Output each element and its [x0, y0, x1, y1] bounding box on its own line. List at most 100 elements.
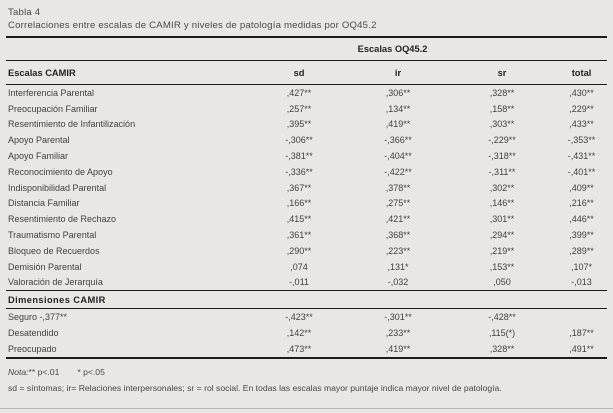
table-row: Bloqueo de Recuerdos ,290** ,223** ,219*…: [6, 243, 607, 259]
section-header-dimensiones-camir: Dimensiones CAMIR: [6, 290, 608, 310]
cell-sr: -,428**: [488, 312, 516, 323]
cell-ir: ,419**: [348, 340, 448, 359]
table-row: Apoyo Familiar -,381** -,404** -,318** -…: [6, 148, 607, 164]
row-label: Preocupado: [6, 340, 250, 359]
table-number: Tabla 4: [8, 7, 41, 18]
bottom-rule-divider: [0, 408, 613, 409]
row-label: Resentimiento de Infantilización: [8, 119, 136, 130]
cell-total: ,446**: [569, 214, 594, 225]
cell-sr: -,311**: [488, 166, 516, 177]
cell-ir: ,368**: [385, 230, 411, 241]
cell-ir: -,032: [387, 277, 409, 288]
cell-sd: ,473**: [250, 340, 348, 359]
table-row: Distancia Familiar ,166** ,275** ,146** …: [6, 196, 607, 212]
cell-total: ,399**: [569, 230, 594, 241]
table-row: Preocupado ,473** ,419** ,328** ,491**: [6, 340, 608, 359]
table-row: Desatendido ,142** ,233** ,115(*) ,187**: [6, 325, 607, 341]
column-header-sd: sd: [250, 60, 348, 85]
cell-total: ,289**: [569, 245, 594, 256]
cell-sd: ,367**: [286, 182, 312, 193]
cell-total: -,401**: [567, 166, 596, 177]
cell-ir: ,134**: [385, 103, 411, 114]
sig-level-1: ** p<.01: [28, 366, 60, 377]
cell-total: ,433**: [569, 119, 594, 130]
cell-ir: -,422**: [384, 166, 412, 177]
column-header-escalas-camir: Escalas CAMIR: [6, 60, 250, 85]
cell-sr: ,050: [493, 277, 511, 288]
cell-ir: -,404**: [384, 151, 412, 162]
table-row: Indisponibilidad Parental ,367** ,378** …: [6, 180, 607, 196]
cell-ir: -,366**: [384, 135, 412, 146]
cell-total: ,216**: [569, 198, 594, 209]
cell-sd: ,395**: [286, 119, 312, 130]
cell-sd: ,290**: [286, 245, 312, 256]
table-row: Resentimiento de Infantilización ,395** …: [6, 117, 607, 133]
cell-sd: ,361**: [286, 230, 312, 241]
cell-total: ,409**: [569, 182, 594, 193]
cell-sr: ,301**: [489, 214, 515, 225]
cell-ir: ,421**: [385, 214, 411, 225]
section-header-row: Dimensiones CAMIR: [6, 290, 608, 310]
cell-ir: ,233**: [385, 328, 411, 339]
span-header-spacer: [6, 36, 250, 61]
cell-total: -,431**: [567, 151, 596, 162]
cell-sr: ,115(*): [488, 328, 516, 339]
span-header-row: Escalas OQ45.2: [6, 36, 608, 61]
column-header-total: total: [556, 60, 608, 85]
table-row: Resentimiento de Rechazo ,415** ,421** ,…: [6, 211, 607, 227]
row-label: Seguro -,377**: [8, 312, 68, 323]
cell-sr: ,294**: [489, 230, 515, 241]
nota-label: Nota:: [8, 366, 29, 377]
row-label: Demisión Parental: [8, 261, 82, 272]
cell-total: ,187**: [569, 328, 594, 339]
column-header-row: Escalas CAMIR sd ir sr total: [6, 60, 608, 85]
cell-ir: ,306**: [385, 87, 411, 98]
row-label: Reconocimiento de Apoyo: [8, 166, 113, 177]
cell-total: ,229**: [569, 103, 594, 114]
cell-total: ,107*: [571, 261, 593, 272]
row-label: Preocupación Familiar: [8, 103, 98, 114]
cell-total: -,013: [571, 277, 592, 288]
column-header-sr: sr: [448, 60, 556, 85]
row-label: Distancia Familiar: [8, 198, 80, 209]
row-label: Interferencia Parental: [8, 87, 95, 98]
cell-sr: ,146**: [489, 198, 515, 209]
footnotes-block: Nota:** p<.01 * p<.05 sd = síntomas; ir= …: [8, 367, 605, 394]
cell-ir: ,378**: [385, 182, 411, 193]
abbreviations-note: sd = síntomas; ir= Relaciones interperso…: [8, 382, 502, 393]
table-row: Interferencia Parental ,427** ,306** ,32…: [6, 85, 607, 101]
cell-sd: -,011: [289, 277, 309, 288]
cell-ir: ,131*: [387, 261, 409, 272]
cell-sd: ,427**: [286, 87, 312, 98]
row-label: Indisponibilidad Parental: [8, 182, 107, 193]
table-row: Demisión Parental ,074 ,131* ,153** ,107…: [6, 259, 607, 275]
cell-sr: -,229**: [488, 135, 516, 146]
table-row: Reconocimiento de Apoyo -,336** -,422** …: [6, 164, 607, 180]
cell-total: ,491**: [556, 340, 608, 359]
cell-sd: ,074: [290, 261, 308, 272]
cell-sd: ,166**: [286, 198, 312, 209]
cell-total: -,353**: [567, 135, 596, 146]
cell-sd: ,257**: [286, 103, 312, 114]
cell-ir: ,275**: [385, 198, 411, 209]
cell-sr: ,328**: [489, 87, 515, 98]
table-row: Apoyo Parental -,306** -,366** -,229** -…: [6, 132, 607, 148]
cell-ir: -,301**: [384, 312, 412, 323]
cell-sr: ,219**: [489, 245, 515, 256]
cell-sd: -,381**: [285, 151, 313, 162]
sig-level-2: * p<.05: [77, 366, 105, 377]
cell-sd: ,415**: [286, 214, 312, 225]
span-header-escalas-oq45: Escalas OQ45.2: [250, 36, 608, 61]
row-label: Valoración de Jerarquía: [8, 277, 103, 288]
table-row: Preocupación Familiar ,257** ,134** ,158…: [6, 101, 607, 117]
significance-note: Nota:** p<.01 * p<.05: [8, 367, 605, 377]
row-label: Apoyo Parental: [8, 135, 70, 146]
cell-sr: ,302**: [489, 182, 515, 193]
cell-sr: ,153**: [489, 261, 515, 272]
cell-sr: ,328**: [448, 340, 556, 359]
row-label: Bloqueo de Recuerdos: [8, 245, 100, 256]
correlation-table: Escalas OQ45.2 Escalas CAMIR sd ir sr to…: [6, 36, 608, 359]
cell-sd: ,142**: [286, 328, 312, 339]
row-label: Resentimiento de Rechazo: [8, 214, 117, 225]
cell-sd: -,336**: [285, 166, 313, 177]
